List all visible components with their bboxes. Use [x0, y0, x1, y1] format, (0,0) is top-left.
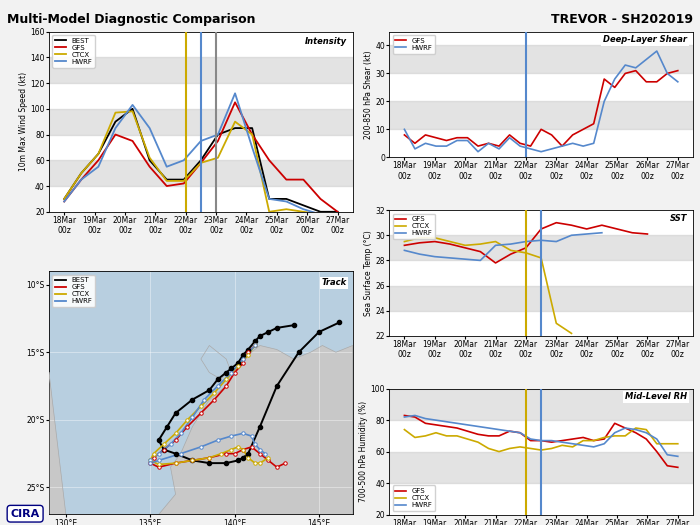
Bar: [49, 109, 353, 134]
Legend: BEST, GFS, CTCX, HWRF: BEST, GFS, CTCX, HWRF: [52, 35, 95, 68]
Legend: GFS, CTCX, HWRF: GFS, CTCX, HWRF: [393, 486, 435, 511]
Y-axis label: 700-500 hPa Humidity (%): 700-500 hPa Humidity (%): [359, 401, 368, 502]
Text: CIRA: CIRA: [10, 509, 40, 519]
Polygon shape: [171, 312, 231, 379]
Bar: [389, 101, 693, 129]
Bar: [389, 388, 693, 420]
Legend: GFS, CTCX, HWRF: GFS, CTCX, HWRF: [393, 214, 435, 239]
Text: Multi-Model Diagnostic Comparison: Multi-Model Diagnostic Comparison: [7, 13, 256, 26]
Text: TREVOR - SH202019: TREVOR - SH202019: [551, 13, 693, 26]
Text: Mid-Level RH: Mid-Level RH: [625, 393, 687, 402]
Text: Track: Track: [321, 278, 346, 287]
Y-axis label: Sea Surface Temp (°C): Sea Surface Temp (°C): [363, 230, 372, 316]
Bar: [389, 452, 693, 483]
Text: Intensity: Intensity: [304, 37, 346, 46]
Bar: [49, 57, 353, 83]
Bar: [389, 235, 693, 260]
Bar: [389, 46, 693, 74]
Text: Deep-Layer Shear: Deep-Layer Shear: [603, 35, 687, 44]
Text: SST: SST: [669, 214, 687, 223]
Polygon shape: [49, 345, 353, 514]
Bar: [389, 286, 693, 311]
Bar: [49, 160, 353, 186]
Legend: BEST, GFS, CTCX, HWRF: BEST, GFS, CTCX, HWRF: [52, 275, 95, 307]
Y-axis label: 200-850 hPa Shear (kt): 200-850 hPa Shear (kt): [363, 50, 372, 139]
Y-axis label: 10m Max Wind Speed (kt): 10m Max Wind Speed (kt): [19, 72, 27, 171]
Legend: GFS, HWRF: GFS, HWRF: [393, 35, 435, 54]
